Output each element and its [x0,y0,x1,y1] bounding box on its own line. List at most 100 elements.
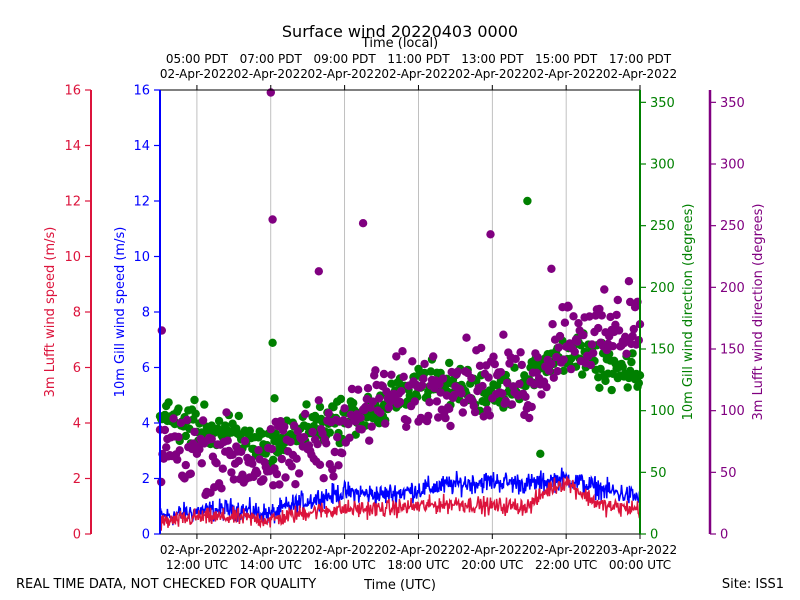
3m-lufft-wind-direction-point [486,230,495,239]
10m-gill-wind-direction-point [536,449,545,458]
3m-lufft-wind-direction-point [286,437,295,447]
3m-lufft-wind-direction-point [429,352,438,361]
3m-lufft-wind-direction-point [614,326,624,335]
3m-lufft-wind-direction-point [358,219,368,228]
3m-lufft-wind-direction-point [595,304,604,314]
3m-lufft-wind-direction-point [403,416,412,425]
3m-lufft-wind-direction-point [587,340,597,349]
3m-lufft-wind-direction-point [253,468,262,478]
3m-lufft-wind-direction-point [612,310,621,320]
10m-gill-wind-direction-point [200,400,209,409]
10m-gill-wind-direction-point [601,376,610,386]
x-tick-label-local: 07:00 PDT [240,52,303,66]
3m-lufft-wind-direction-point [272,469,282,479]
3m-lufft-wind-direction-point [484,373,493,382]
3m-lufft-wind-direction-point [585,312,594,321]
10m-gill-wind-direction-point [627,357,636,367]
3m-lufft-wind-direction-point [173,455,182,464]
3m-lufft-wind-direction-point [569,312,578,321]
10m-gill-wind-direction-point [628,349,637,358]
3m-lufft-wind-direction-point [160,425,170,435]
3m-lufft-wind-direction-point [291,480,300,489]
x-tick-label-local-date: 02-Apr-2022 [234,67,308,81]
3m-lufft-wind-direction-point [197,459,206,468]
3m-lufft-wind-direction-point [622,349,631,358]
10m-gill-wind-direction-point [336,394,346,404]
10m-gill-wind-direction-point [270,394,279,403]
3m-lufft-wind-direction-point [517,360,526,370]
3m-lufft-wind-direction-point [597,311,606,320]
10m-gill-wind-direction-point [234,411,243,421]
3m-lufft-wind-direction-point [344,420,353,429]
3m-lufft-wind-direction-point [489,352,498,361]
lufft-direction-tick-label: 50 [720,466,737,481]
3m-lufft-wind-direction-point [634,336,643,345]
3m-lufft-wind-direction-point [548,320,557,329]
3m-lufft-wind-direction-point [354,385,363,394]
x-tick-label-local-date: 02-Apr-2022 [529,67,603,81]
3m-lufft-wind-direction-point [424,411,433,421]
3m-lufft-wind-direction-point [563,301,573,310]
x-tick-label-utc: 18:00 UTC [387,558,449,572]
10m-gill-wind-direction-point [214,416,224,426]
3m-lufft-wind-direction-point [367,422,376,431]
3m-lufft-wind-direction-point [549,373,558,382]
3m-lufft-wind-direction-point [315,460,325,469]
3m-lufft-wind-direction-point [322,439,331,448]
x-tick-label-local-date: 02-Apr-2022 [455,67,529,81]
x-tick-label-local: 05:00 PDT [166,52,229,66]
3m-lufft-wind-direction-point [345,433,354,442]
3m-lufft-wind-direction-point [438,374,448,383]
3m-lufft-wind-direction-point [477,343,486,353]
3m-lufft-wind-direction-point [425,398,434,407]
3m-lufft-wind-direction-point [357,425,366,434]
3m-lufft-wind-direction-point [363,384,373,393]
lufft-speed-tick-label: 16 [64,84,81,99]
10m-gill-wind-direction-point [623,383,632,392]
x-tick-label-utc: 00:00 UTC [609,558,671,572]
3m-lufft-wind-direction-point [324,408,333,418]
10m-gill-wind-direction-point [523,196,532,206]
3m-lufft-wind-direction-point [624,277,634,286]
gill-speed-tick-label: 8 [142,306,150,321]
gill-direction-tick-label: 50 [650,466,667,481]
lufft-direction-axis-title: 3m Lufft wind direction (degrees) [751,204,766,421]
gill-speed-tick-label: 12 [133,195,150,210]
lufft-speed-axis-title: 3m Lufft wind speed (m/s) [43,227,58,398]
gill-direction-axis-title: 10m Gill wind direction (degrees) [681,204,696,421]
3m-lufft-wind-direction-point [374,394,384,403]
3m-lufft-wind-direction-point [195,445,204,454]
x-tick-label-date: 02-Apr-2022 [455,543,529,557]
3m-lufft-wind-direction-point [314,267,323,276]
3m-lufft-wind-direction-point [338,449,347,458]
3m-lufft-wind-direction-point [554,343,563,352]
3m-lufft-wind-direction-point [281,473,290,482]
lufft-direction-tick-label: 300 [720,158,745,173]
gill-speed-tick-label: 14 [133,139,150,154]
3m-lufft-wind-direction-point [542,382,551,392]
10m-gill-wind-direction-point [315,402,325,412]
10m-gill-wind-direction-point [181,431,190,441]
3m-lufft-wind-direction-point [547,359,556,369]
3m-lufft-wind-direction-point [530,380,539,389]
10m-gill-wind-direction-point [191,409,200,418]
3m-lufft-wind-direction-point [248,459,257,468]
3m-lufft-wind-direction-point [334,461,343,470]
3m-lufft-wind-direction-point [333,433,342,442]
3m-lufft-wind-direction-point [217,484,226,493]
lufft-speed-tick-label: 2 [73,472,81,487]
quality-disclaimer: REAL TIME DATA, NOT CHECKED FOR QUALITY [16,577,316,592]
lufft-direction-tick-label: 200 [720,281,745,296]
x-tick-label-date: 02-Apr-2022 [381,543,455,557]
3m-lufft-wind-direction-point [287,462,296,471]
3m-lufft-wind-direction-point [533,353,542,362]
3m-lufft-wind-direction-point [462,333,471,342]
3m-lufft-wind-direction-point [498,389,507,398]
3m-lufft-wind-direction-point [186,469,195,478]
3m-lufft-wind-direction-point [467,373,476,383]
3m-lufft-wind-direction-point [169,414,178,423]
3m-lufft-wind-direction-point [586,360,595,370]
x-tick-label-utc: 16:00 UTC [314,558,376,572]
3m-lufft-wind-direction-point [212,459,221,468]
3m-lufft-wind-direction-point [496,368,506,377]
